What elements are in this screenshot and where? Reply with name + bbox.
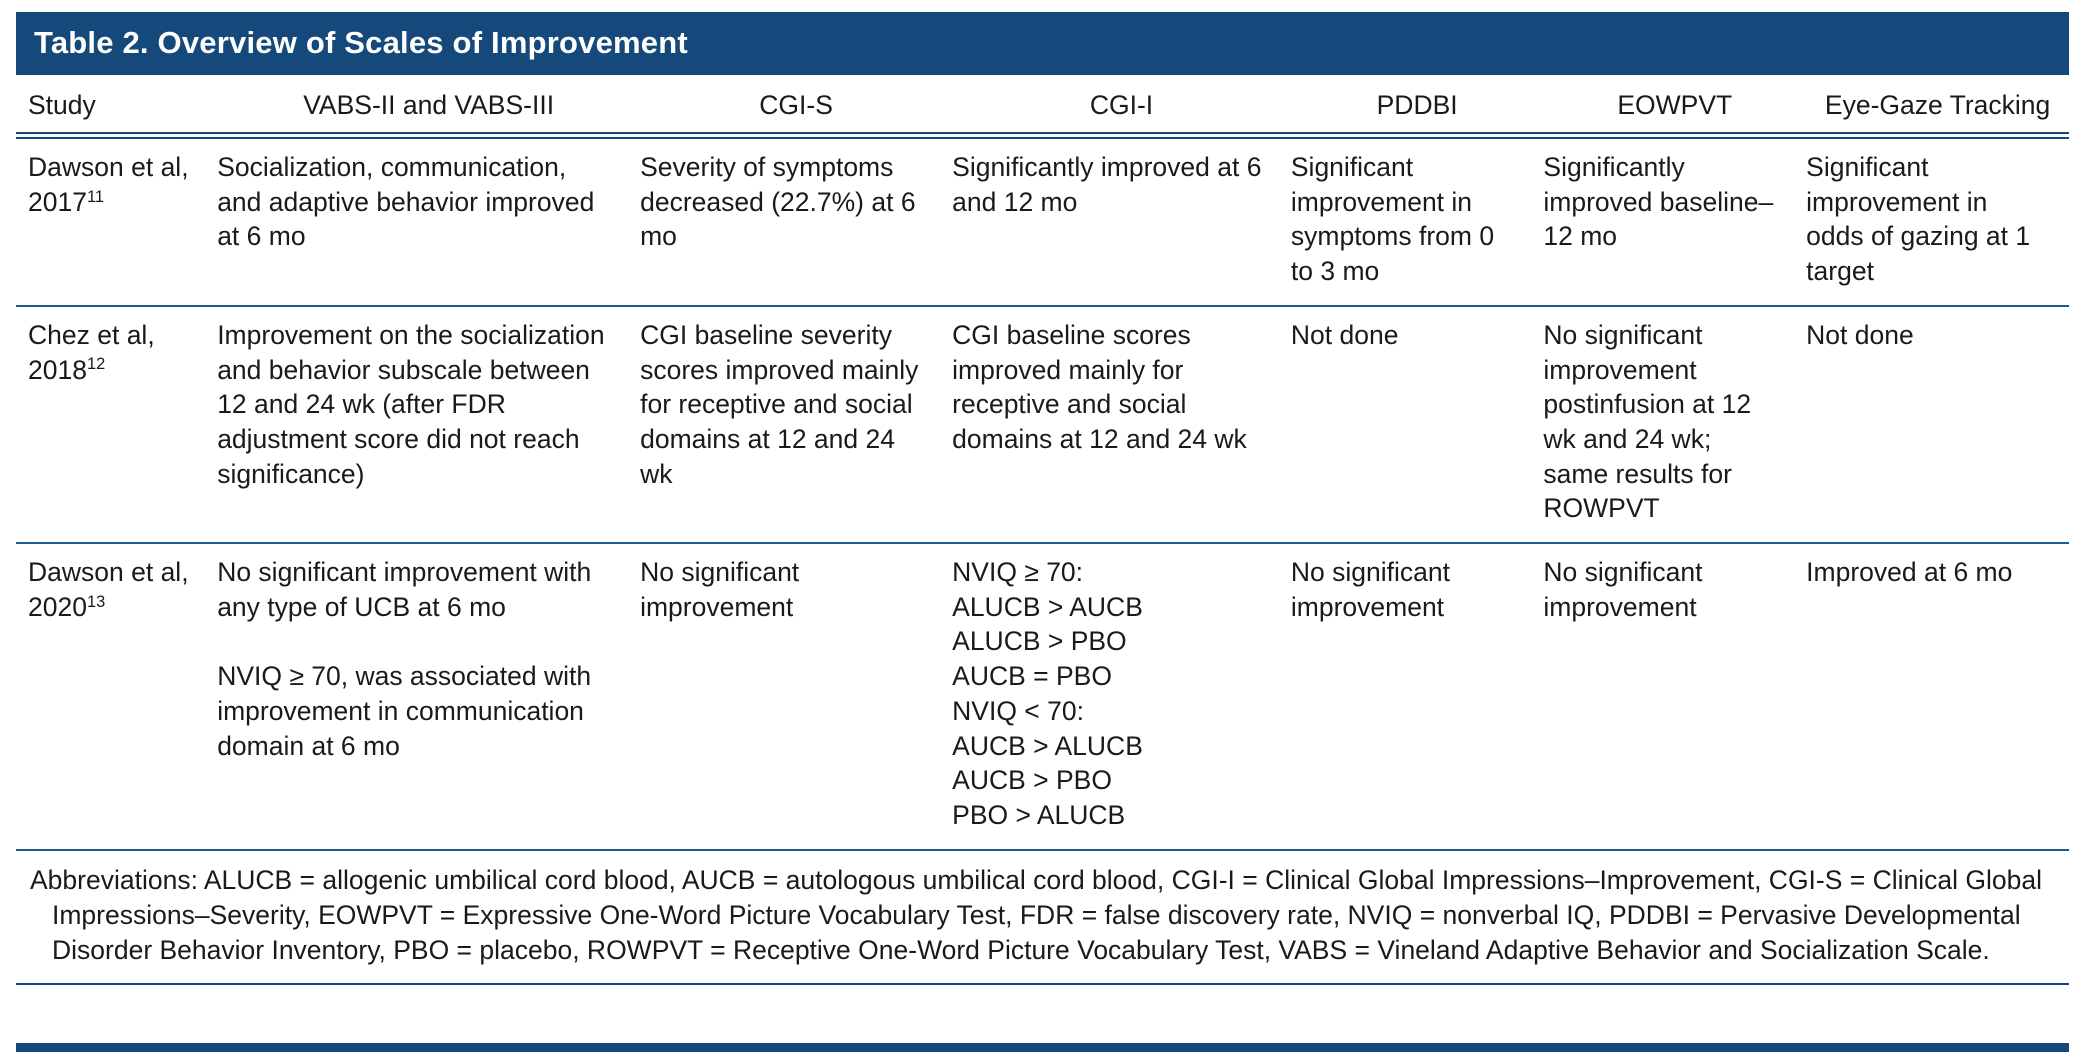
row-dawson-2020: Dawson et al, 202013 No significant impr…	[16, 543, 2069, 851]
study-name: Dawson et al, 2020	[28, 557, 189, 622]
column-header-vabs: VABS-II and VABS-III	[217, 75, 641, 139]
cell-study: Dawson et al, 202013	[16, 543, 218, 851]
cell-pddbi: Not done	[1290, 305, 1544, 545]
column-header-pddbi: PDDBI	[1290, 75, 1544, 139]
column-header-eye-gaze: Eye-Gaze Tracking	[1806, 75, 2069, 139]
cell-vabs: No significant improvement with any type…	[217, 543, 641, 851]
column-header-study: Study	[16, 75, 218, 139]
study-name: Dawson et al, 2017	[28, 152, 189, 217]
row-chez-2018: Chez et al, 201812 Improvement on the so…	[16, 305, 2069, 545]
next-section-divider	[16, 1043, 2069, 1052]
cell-study: Chez et al, 201812	[16, 305, 218, 545]
column-header-eowpvt: EOWPVT	[1543, 75, 1807, 139]
cell-eowpvt: No significant improvement postinfusion …	[1543, 305, 1807, 545]
header-row: Study VABS-II and VABS-III CGI-S CGI-I P…	[16, 75, 2069, 139]
cell-cgi-s: No significant improvement	[640, 543, 953, 851]
cell-eye-gaze: Not done	[1806, 305, 2069, 545]
cell-eowpvt: Significantly improved baseline–12 mo	[1543, 135, 1807, 307]
column-header-cgi-s: CGI-S	[640, 75, 953, 139]
cell-study: Dawson et al, 201711	[16, 135, 218, 307]
table-title: Table 2. Overview of Scales of Improveme…	[34, 25, 688, 60]
cell-cgi-i: Significantly improved at 6 and 12 mo	[952, 135, 1291, 307]
cell-vabs: Improvement on the socialization and beh…	[217, 305, 641, 545]
cell-cgi-i: NVIQ ≥ 70: ALUCB > AUCB ALUCB > PBO AUCB…	[952, 543, 1291, 851]
citation-ref: 11	[86, 187, 104, 206]
row-dawson-2017: Dawson et al, 201711 Socialization, comm…	[16, 135, 2069, 307]
citation-ref: 12	[86, 355, 106, 374]
abbreviations-note: Abbreviations: ALUCB = allogenic umbilic…	[16, 851, 2069, 986]
cell-pddbi: Significant improvement in symptoms from…	[1290, 135, 1544, 307]
cell-cgi-s: Severity of symptoms decreased (22.7%) a…	[640, 135, 953, 307]
cell-eye-gaze: Significant improvement in odds of gazin…	[1806, 135, 2069, 307]
cell-pddbi: No significant improvement	[1290, 543, 1544, 851]
scales-of-improvement-table: Study VABS-II and VABS-III CGI-S CGI-I P…	[16, 75, 2069, 851]
cell-cgi-s: CGI baseline severity scores improved ma…	[640, 305, 953, 545]
column-header-cgi-i: CGI-I	[952, 75, 1291, 139]
cell-vabs: Socialization, communication, and adapti…	[217, 135, 641, 307]
citation-ref: 13	[86, 592, 106, 611]
cell-eye-gaze: Improved at 6 mo	[1806, 543, 2069, 851]
table-title-bar: Table 2. Overview of Scales of Improveme…	[16, 12, 2069, 75]
study-name: Chez et al, 2018	[28, 319, 155, 385]
cell-cgi-i: CGI baseline scores improved mainly for …	[952, 305, 1291, 545]
cell-eowpvt: No significant improvement	[1543, 543, 1807, 851]
